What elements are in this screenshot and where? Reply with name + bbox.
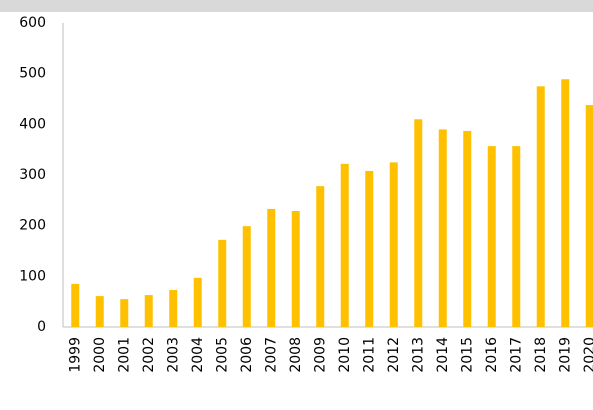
x-tick-label: 2001	[116, 337, 132, 373]
bar	[585, 105, 593, 327]
bar	[561, 79, 570, 328]
x-tick-label: 2005	[214, 337, 230, 373]
bar	[340, 163, 349, 327]
y-tick-label: 200	[19, 218, 46, 234]
x-tick-label: 2016	[484, 337, 500, 373]
bar	[291, 210, 300, 327]
bar	[267, 208, 276, 327]
x-tick-label: 2010	[337, 337, 353, 373]
bar	[144, 295, 153, 327]
x-tick-label: 2012	[386, 337, 402, 373]
bar	[536, 86, 545, 327]
bar	[316, 186, 325, 327]
bar	[193, 277, 202, 327]
x-tick-label: 2013	[410, 337, 426, 373]
x-tick-label: 2000	[92, 337, 108, 373]
y-tick-label: 600	[19, 15, 46, 31]
y-tick-label: 500	[19, 66, 46, 82]
bar	[95, 296, 104, 327]
x-tick-label: 2004	[190, 337, 206, 373]
y-tick-label: 100	[19, 268, 46, 284]
x-tick-label: 2014	[435, 337, 451, 373]
x-tick-label: 2020	[582, 337, 593, 373]
y-tick-label: 0	[37, 319, 46, 335]
x-tick-label: 2011	[361, 337, 377, 373]
header-bar	[0, 0, 593, 12]
bar	[365, 170, 374, 327]
x-tick-label: 2002	[141, 337, 157, 373]
x-tick-label: 2015	[459, 337, 475, 373]
bar	[512, 146, 521, 327]
y-tick-label: 300	[19, 167, 46, 183]
x-tick-label: 2006	[239, 337, 255, 373]
x-tick-label: 2018	[533, 337, 549, 373]
x-tick-label: 2003	[165, 337, 181, 373]
bar	[120, 299, 129, 327]
x-tick-label: 2019	[557, 337, 573, 373]
x-tick-label: 2009	[312, 337, 328, 373]
x-tick-label: 1999	[67, 337, 83, 373]
bar	[218, 239, 227, 327]
x-tick-label: 2008	[288, 337, 304, 373]
y-tick-label: 400	[19, 116, 46, 132]
bar	[169, 290, 178, 327]
bar	[463, 130, 472, 327]
bar	[414, 119, 423, 328]
x-tick-label: 2007	[263, 337, 279, 373]
bar	[389, 162, 398, 327]
x-tick-label: 2017	[508, 337, 524, 373]
bar	[438, 129, 447, 327]
bar	[487, 146, 496, 327]
bar	[71, 283, 80, 327]
bar	[242, 226, 251, 327]
